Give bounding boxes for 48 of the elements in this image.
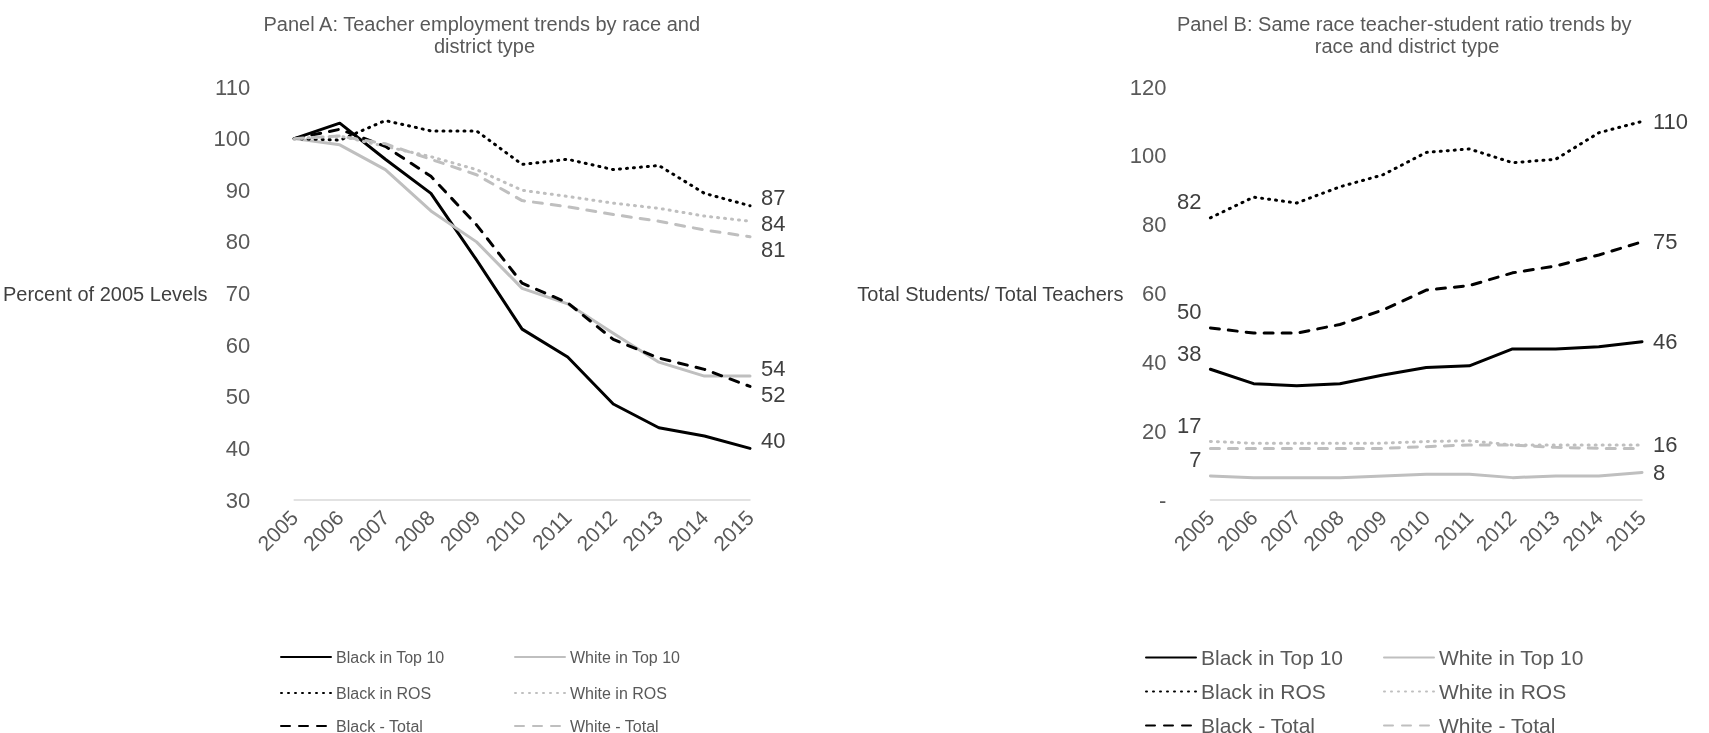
data-label: 40 xyxy=(761,428,786,454)
data-label: 82 xyxy=(1176,189,1202,215)
data-label: 50 xyxy=(1176,299,1202,325)
data-label: 16 xyxy=(1653,432,1678,458)
legend-label: White in ROS xyxy=(1439,680,1567,703)
y-tick-label: 20 xyxy=(1141,418,1167,444)
y-tick-label: 110 xyxy=(215,74,251,100)
data-label: 8 xyxy=(1653,459,1666,485)
legend-label: White - Total xyxy=(1439,714,1556,733)
y-tick-label: 90 xyxy=(225,177,251,203)
legend-label: White - Total xyxy=(570,717,659,733)
legend-label: Black in Top 10 xyxy=(336,648,445,666)
y-tick-label: 60 xyxy=(225,332,251,358)
data-label: 87 xyxy=(761,185,786,211)
data-label: 81 xyxy=(761,237,786,263)
y-tick-label: - xyxy=(1159,487,1167,513)
legend-label: White in Top 10 xyxy=(1439,646,1584,669)
y-tick-label: 100 xyxy=(213,126,251,152)
y-tick-label: 60 xyxy=(1141,281,1167,306)
legend-label: White in Top 10 xyxy=(570,648,681,666)
data-label: 52 xyxy=(761,381,786,407)
legend-label: Black - Total xyxy=(1201,714,1315,733)
y-tick-label: 100 xyxy=(1129,143,1167,169)
legend-label: Black - Total xyxy=(336,717,423,733)
y-tick-label: 30 xyxy=(225,487,251,513)
data-label: 110 xyxy=(1653,108,1689,134)
y-tick-label: 40 xyxy=(1141,349,1167,375)
legend-label: Black in Top 10 xyxy=(1201,646,1344,669)
y-tick-label: 70 xyxy=(225,281,251,306)
y-tick-label: 80 xyxy=(1141,212,1167,238)
legend-label: Black in ROS xyxy=(1201,680,1326,703)
data-label: 46 xyxy=(1653,329,1678,355)
y-axis-title: Total Students/ Total Teachers xyxy=(857,282,1124,305)
data-label: 17 xyxy=(1176,412,1202,438)
y-tick-label: 120 xyxy=(1129,74,1167,100)
y-axis-title: Percent of 2005 Levels xyxy=(2,282,208,305)
legend-label: Black in ROS xyxy=(336,684,432,702)
y-tick-label: 80 xyxy=(225,229,251,255)
data-label: 7 xyxy=(1189,447,1202,473)
data-label: 54 xyxy=(761,355,786,381)
chart-title: Panel A: Teacher employment trends by race and district type xyxy=(263,13,706,57)
data-label: 75 xyxy=(1653,229,1678,255)
data-label: 38 xyxy=(1176,340,1202,366)
y-tick-label: 50 xyxy=(225,384,251,410)
chart-title: Panel B: Same race teacher-student ratio trends by race and district type xyxy=(1176,13,1638,57)
legend-label: White in ROS xyxy=(570,684,667,702)
data-label: 84 xyxy=(761,211,786,237)
y-tick-label: 40 xyxy=(225,435,251,461)
